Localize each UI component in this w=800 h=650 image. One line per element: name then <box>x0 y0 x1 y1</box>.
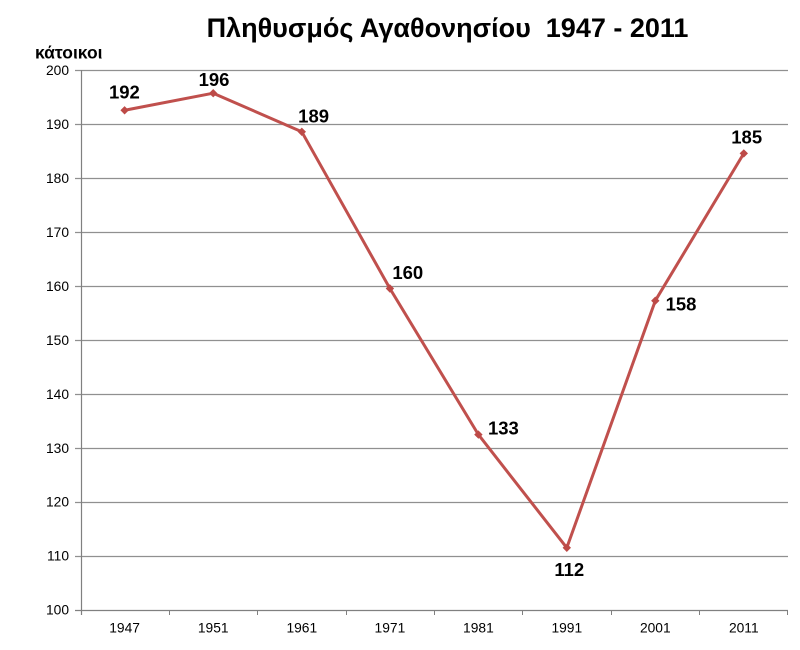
svg-text:150: 150 <box>46 333 69 348</box>
svg-text:1991: 1991 <box>551 621 582 636</box>
svg-text:1981: 1981 <box>463 621 494 636</box>
svg-text:140: 140 <box>46 387 69 402</box>
svg-text:190: 190 <box>46 117 69 132</box>
svg-text:170: 170 <box>46 225 69 240</box>
svg-text:200: 200 <box>46 63 69 78</box>
svg-text:133: 133 <box>488 417 519 438</box>
svg-text:192: 192 <box>109 82 140 103</box>
svg-text:112: 112 <box>554 559 584 580</box>
svg-text:κάτοικοι: κάτοικοι <box>35 43 103 63</box>
svg-text:180: 180 <box>46 171 69 186</box>
svg-text:158: 158 <box>666 293 697 314</box>
svg-text:1971: 1971 <box>375 621 406 636</box>
svg-text:2001: 2001 <box>640 621 671 636</box>
svg-text:130: 130 <box>46 441 69 456</box>
svg-text:1961: 1961 <box>286 621 317 636</box>
svg-text:110: 110 <box>47 549 69 564</box>
svg-text:185: 185 <box>731 127 762 148</box>
svg-text:Πληθυσμός Αγαθονησίου 1947 -: Πληθυσμός Αγαθονησίου 1947 - 2011 <box>207 13 689 43</box>
svg-text:100: 100 <box>46 603 69 618</box>
svg-text:120: 120 <box>46 495 69 510</box>
svg-text:2011: 2011 <box>729 621 759 636</box>
svg-text:196: 196 <box>199 69 230 90</box>
svg-text:160: 160 <box>392 262 423 283</box>
svg-text:1951: 1951 <box>198 621 229 636</box>
svg-text:189: 189 <box>298 105 329 126</box>
svg-text:160: 160 <box>46 279 69 294</box>
svg-text:1947: 1947 <box>109 621 140 636</box>
